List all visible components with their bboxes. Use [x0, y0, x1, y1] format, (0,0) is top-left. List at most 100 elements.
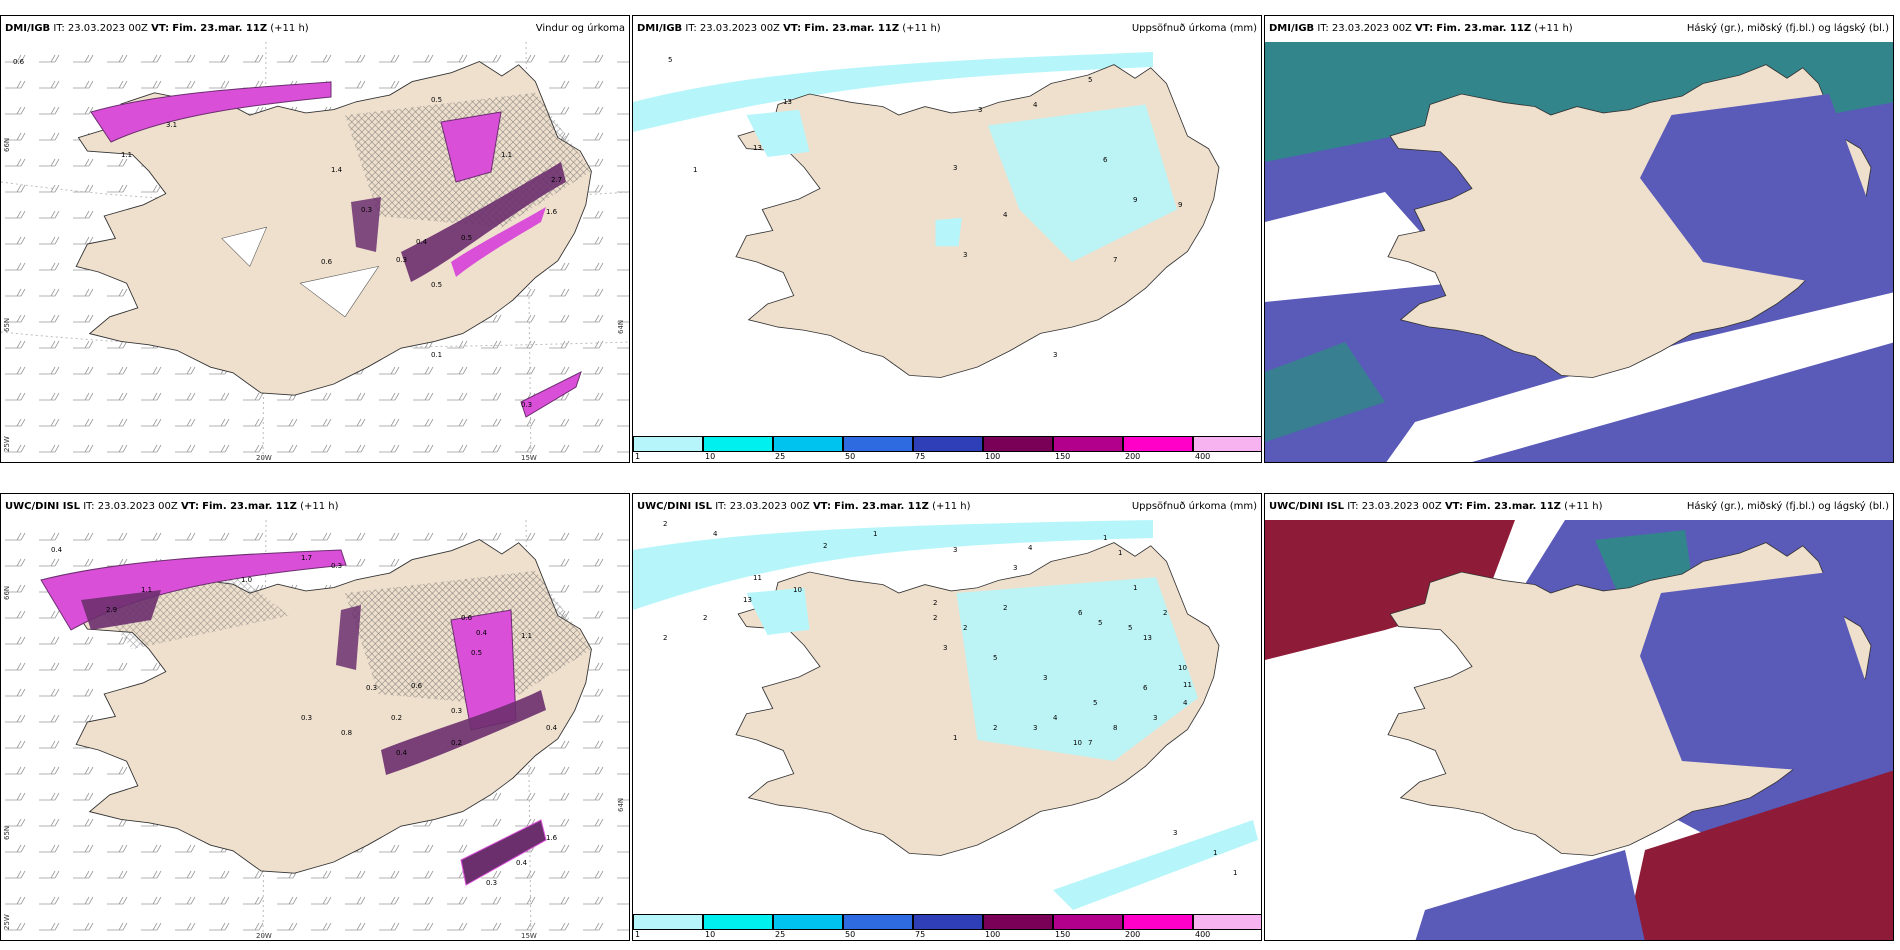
- colorbar-tick: 1: [635, 930, 641, 939]
- cloud-free: [1386, 292, 1893, 462]
- precip-value: 0.3: [331, 562, 342, 570]
- precip-value: 0.5: [431, 281, 442, 289]
- model-name: UWC/DINI ISL: [5, 501, 81, 512]
- colorbar-cell: [913, 914, 983, 930]
- colorbar-cell: [703, 436, 773, 452]
- colorbar-tick: 50: [845, 930, 856, 939]
- field-title: Uppsöfnuð úrkoma (mm): [1131, 23, 1257, 34]
- panel-clouds-dmi: DMI/IGB IT: 23.03.2023 00Z VT: Fim. 23.m…: [1264, 15, 1894, 463]
- lead-time: (+11 h): [1534, 23, 1573, 34]
- precip-area: [1053, 820, 1258, 910]
- precip-value: 6: [1078, 609, 1083, 617]
- valid-time: Fim. 23.mar. 11Z: [202, 501, 297, 512]
- iceland-landmass: [1387, 542, 1872, 857]
- precip-value: 0.5: [471, 649, 482, 657]
- precip-value: 2: [1003, 604, 1007, 612]
- colorbar-tick: 25: [775, 930, 786, 939]
- init-label: IT:: [53, 23, 65, 34]
- precip-value: 5: [1098, 619, 1102, 627]
- precip-value: 13: [743, 596, 752, 604]
- precip-value: 10: [793, 586, 802, 594]
- precip-value: 2: [933, 614, 937, 622]
- precip-value: 1.6: [546, 834, 558, 842]
- precip-value: 1.0: [241, 576, 252, 584]
- colorbar-tick: 400: [1195, 930, 1211, 939]
- precip-value: 0.6: [321, 258, 333, 266]
- precip-value: 0.6: [411, 682, 423, 690]
- precip-value: 0.3: [396, 256, 407, 264]
- precip-value: 1: [693, 166, 697, 174]
- init-label: IT:: [1347, 501, 1359, 512]
- precip-value: 0.6: [461, 614, 473, 622]
- precip-value: 3: [978, 106, 982, 114]
- iceland-landmass: [1387, 64, 1872, 379]
- precip-value: 1.6: [546, 208, 558, 216]
- precip-value: 13: [753, 144, 762, 152]
- valid-time: Fim. 23.mar. 11Z: [834, 501, 929, 512]
- colorbar-cell: [1193, 914, 1261, 930]
- valid-time: Fim. 23.mar. 11Z: [1436, 23, 1532, 34]
- map-canvas: [1265, 42, 1893, 462]
- precip-value: 3: [953, 546, 957, 554]
- colorbar-tick: 200: [1125, 930, 1141, 939]
- precip-value: 0.4: [516, 859, 528, 867]
- precip-bands: [90, 81, 582, 418]
- precip-value: 2: [823, 542, 827, 550]
- graticule-line: [1, 331, 629, 348]
- init-label: IT:: [715, 501, 727, 512]
- lon-label: 15W: [521, 454, 537, 462]
- panel-wind-precip-dmi: DMI/IGB IT: 23.03.2023 00Z VT: Fim. 23.m…: [0, 15, 630, 463]
- precip-value: 0.8: [341, 729, 352, 737]
- precip-value: 3: [1043, 674, 1047, 682]
- map-canvas: 2 4 1 2 3 4 3 11 10 13 2 2 2 1 1 1 2 2 3…: [633, 520, 1258, 910]
- panel-clouds-uwc: UWC/DINI ISL IT: 23.03.2023 00Z VT: Fim.…: [1264, 493, 1894, 941]
- lead-time: (+11 h): [300, 501, 339, 512]
- precip-value: 5: [1088, 76, 1092, 84]
- precip-value: 2: [993, 724, 997, 732]
- init-time: 23.03.2023 00Z: [1361, 501, 1442, 512]
- colorbar-tick: 50: [845, 452, 856, 461]
- precip-value: 1: [953, 734, 957, 742]
- precip-value: 2.9: [106, 606, 117, 614]
- precip-value: 3: [1053, 351, 1057, 359]
- precip-value: 7: [1088, 739, 1092, 747]
- precip-value: 11: [753, 574, 762, 582]
- precip-value: 2: [703, 614, 707, 622]
- precip-value: 0.3: [521, 401, 532, 409]
- colorbar-tick: 25: [775, 452, 786, 461]
- colorbar-tick: 100: [985, 452, 1001, 461]
- precip-value: 4: [1053, 714, 1058, 722]
- lat-label: 64N: [617, 798, 625, 812]
- precip-value: 0.2: [391, 714, 402, 722]
- lat-label: 64N: [617, 320, 625, 334]
- precip-value: 2: [663, 634, 667, 642]
- precip-value: 0.3: [366, 684, 377, 692]
- init-time: 23.03.2023 00Z: [699, 23, 780, 34]
- lon-label: 20W: [256, 454, 272, 462]
- precip-value: 1.1: [121, 151, 132, 159]
- precip-value: 4: [713, 530, 718, 538]
- precip-value: 7: [1113, 256, 1117, 264]
- colorbar-tick: 200: [1125, 452, 1141, 461]
- precip-value: 2: [1163, 609, 1167, 617]
- precip-value: 3: [1013, 564, 1017, 572]
- precip-value: 1: [1213, 849, 1217, 857]
- colorbar-cell: [633, 914, 703, 930]
- lead-time: (+11 h): [902, 23, 941, 34]
- cloud-high: [1415, 850, 1645, 940]
- lat-label: 25W: [3, 436, 11, 452]
- colorbar-tick: 400: [1195, 452, 1211, 461]
- precip-value: 1.1: [521, 632, 532, 640]
- precip-value: 0.3: [451, 707, 462, 715]
- lon-label: 20W: [256, 932, 272, 940]
- valid-label: VT:: [151, 23, 170, 34]
- colorbar: 1 10 25 50 75 100 150 200 400: [633, 434, 1261, 462]
- lat-label: 25W: [3, 914, 11, 930]
- valid-label: VT:: [180, 501, 199, 512]
- precip-value: 0.3: [486, 879, 497, 887]
- colorbar-cell: [773, 436, 843, 452]
- valid-time: Fim. 23.mar. 11Z: [804, 23, 900, 34]
- field-title: Uppsöfnuð úrkoma (mm): [1131, 501, 1257, 512]
- precip-value: 9: [1178, 201, 1182, 209]
- map-canvas: [1265, 520, 1893, 940]
